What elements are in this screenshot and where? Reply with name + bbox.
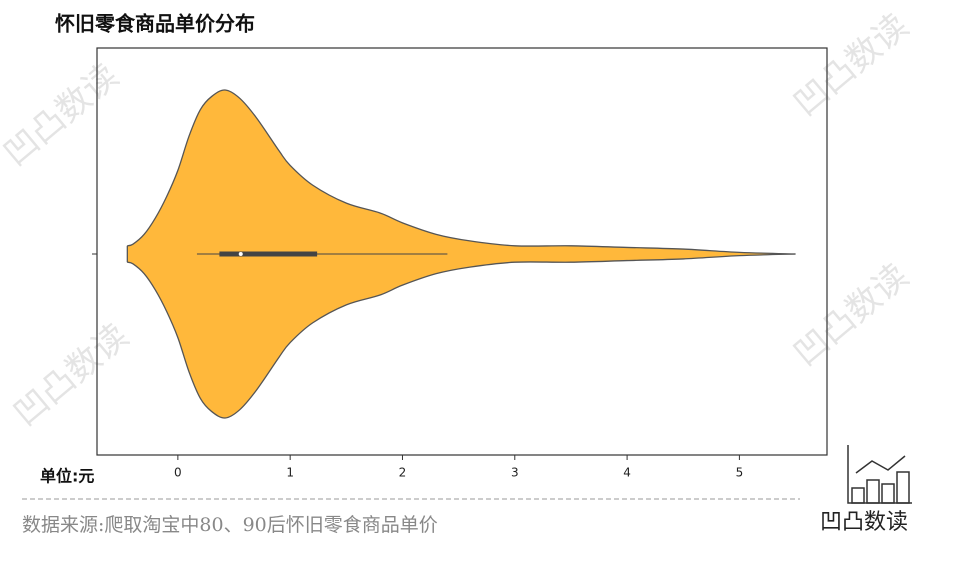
median (238, 252, 243, 256)
watermarks: 凹凸数读 凹凸数读 凹凸数读 凹凸数读 (0, 6, 916, 434)
x-tick-label: 5 (736, 466, 744, 480)
x-tick-label: 1 (286, 466, 294, 480)
logo-icon (847, 445, 912, 504)
x-tick-label: 2 (399, 466, 407, 480)
watermark: 凹凸数读 (786, 256, 916, 374)
violin-body (127, 89, 796, 419)
box (219, 251, 318, 257)
watermark: 凹凸数读 (0, 56, 126, 174)
watermark: 凹凸数读 (6, 316, 136, 434)
source: 数据来源:爬取淘宝中80、90后怀旧零食商品单价 (22, 514, 438, 536)
x-tick-label: 4 (623, 466, 631, 480)
logo-text: 凹凸数读 (820, 510, 908, 535)
violin-lower (127, 253, 796, 419)
plot-frame (96, 47, 828, 456)
x-tick-label: 0 (174, 466, 182, 480)
violin-upper (127, 89, 796, 255)
x-tick-label: 3 (511, 466, 519, 480)
watermark: 凹凸数读 (786, 6, 916, 124)
chart-title: 怀旧零食商品单价分布 (55, 12, 255, 36)
unit-label: 单位:元 (40, 467, 94, 486)
